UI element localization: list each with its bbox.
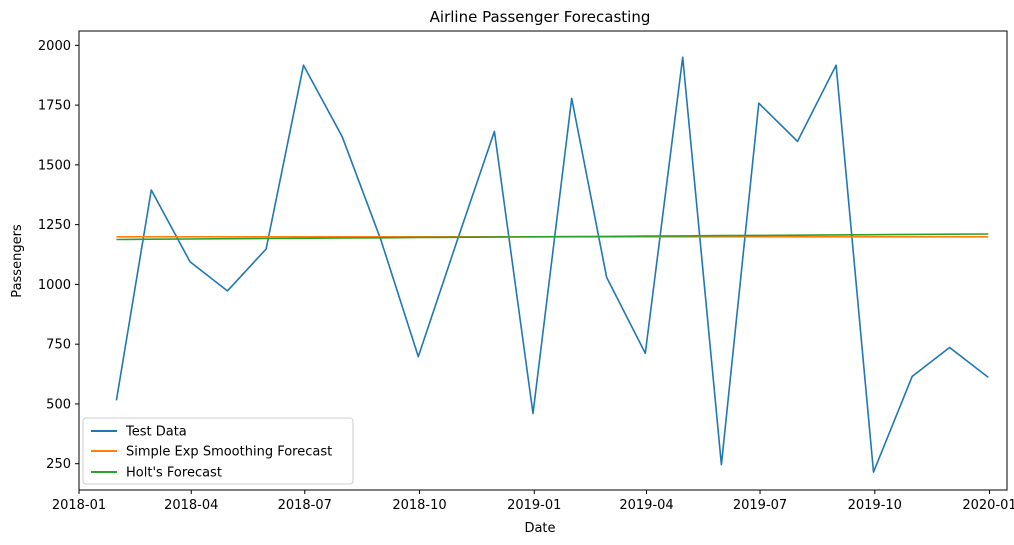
x-tick-label: 2020-01 bbox=[962, 498, 1014, 513]
x-tick-label: 2018-10 bbox=[392, 498, 446, 513]
x-tick-label: 2018-07 bbox=[278, 498, 332, 513]
legend-label-test-data: Test Data bbox=[125, 425, 187, 440]
y-axis: 250 500 750 1000 1250 1500 1750 2000 bbox=[38, 39, 79, 472]
x-tick-label: 2019-04 bbox=[619, 498, 673, 513]
y-tick-label: 750 bbox=[46, 338, 71, 353]
y-tick-label: 1500 bbox=[38, 158, 71, 173]
y-tick-label: 1750 bbox=[38, 99, 71, 114]
x-tick-label: 2018-04 bbox=[164, 498, 218, 513]
plot-frame bbox=[78, 30, 1008, 491]
y-axis-label: Passengers bbox=[10, 224, 25, 298]
y-tick-label: 1250 bbox=[38, 218, 71, 233]
y-tick-label: 250 bbox=[46, 457, 71, 472]
plot-series bbox=[115, 56, 989, 473]
x-tick-label: 2019-01 bbox=[507, 498, 561, 513]
y-tick-label: 1000 bbox=[38, 278, 71, 293]
x-axis: 2018-01 2018-04 2018-07 2018-10 2019-01 2019-… bbox=[52, 490, 1014, 513]
x-tick-label: 2018-01 bbox=[52, 498, 106, 513]
legend: Test Data Simple Exp Smoothing Forecast … bbox=[82, 417, 354, 485]
x-tick-label: 2019-07 bbox=[733, 498, 787, 513]
legend-box bbox=[82, 417, 354, 485]
legend-label-holt-forecast: Holt's Forecast bbox=[126, 466, 222, 481]
y-tick-label: 500 bbox=[46, 397, 71, 412]
y-tick-label: 2000 bbox=[38, 39, 71, 54]
x-axis-label: Date bbox=[524, 521, 555, 536]
legend-label-ses-forecast: Simple Exp Smoothing Forecast bbox=[126, 445, 332, 460]
series-line-holt-forecast bbox=[116, 233, 989, 241]
chart-title: Airline Passenger Forecasting bbox=[430, 8, 651, 26]
x-tick-label: 2019-10 bbox=[848, 498, 902, 513]
series-line-test-data bbox=[115, 56, 989, 473]
